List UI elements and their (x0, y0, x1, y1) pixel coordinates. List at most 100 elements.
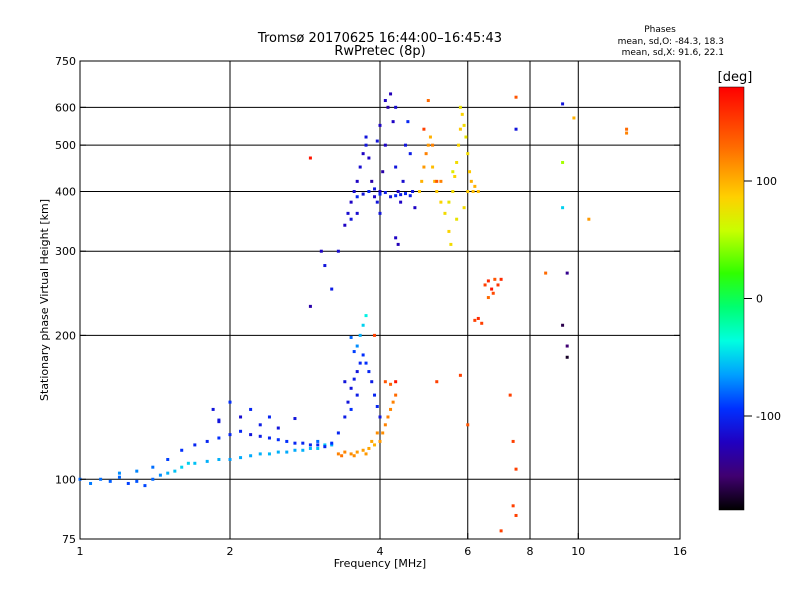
data-point (89, 481, 93, 485)
data-point (514, 513, 518, 517)
data-point (117, 475, 121, 479)
data-point (293, 441, 297, 445)
data-point (364, 452, 368, 456)
data-point (166, 471, 170, 475)
data-point (378, 439, 382, 443)
colorbar-tick-label: 100 (756, 175, 777, 188)
y-tick-label: 300 (55, 245, 76, 258)
data-point (439, 200, 443, 204)
data-point (383, 99, 387, 103)
data-point (336, 452, 340, 456)
data-point (394, 105, 398, 109)
data-point (361, 323, 365, 327)
data-point (587, 217, 591, 221)
data-point (378, 189, 382, 193)
chart-subtitle: RwPretec (8p) (334, 44, 425, 59)
data-point (473, 318, 477, 322)
data-point (249, 433, 253, 437)
data-point (364, 314, 368, 318)
data-point (375, 431, 379, 435)
data-point (239, 456, 243, 460)
data-point (378, 192, 382, 196)
data-point (401, 179, 405, 183)
data-point (375, 404, 379, 408)
data-point (394, 165, 398, 169)
data-point (151, 465, 155, 469)
data-point (316, 446, 320, 450)
data-point (180, 448, 184, 452)
data-point (493, 277, 497, 281)
data-point (373, 393, 377, 397)
data-point (358, 361, 362, 365)
data-point (258, 423, 262, 427)
data-point (239, 429, 243, 433)
colorbar-gradient (718, 86, 745, 511)
data-point (358, 165, 362, 169)
data-point (364, 361, 368, 365)
data-point (166, 457, 170, 461)
data-point (428, 135, 432, 139)
data-point (458, 105, 462, 109)
data-point (561, 323, 565, 327)
y-tick-label: 200 (55, 329, 76, 342)
data-point (308, 304, 312, 308)
data-point (375, 139, 379, 143)
data-point (460, 112, 464, 116)
data-point (625, 131, 629, 135)
data-point (413, 206, 417, 210)
data-point (514, 127, 518, 131)
data-point (323, 264, 327, 268)
data-point (358, 333, 362, 337)
data-point (349, 217, 353, 221)
x-tick-label: 8 (527, 545, 534, 558)
data-point (276, 426, 280, 430)
data-point (355, 450, 359, 454)
data-point (420, 179, 424, 183)
x-tick-label: 6 (464, 545, 471, 558)
data-point (466, 152, 470, 156)
data-point (340, 454, 344, 458)
data-point (361, 192, 365, 196)
data-point (394, 380, 398, 384)
data-point (373, 333, 377, 337)
phases-x-mode: mean, sd,X: 91.6, 22.1 (622, 48, 724, 58)
data-point (375, 200, 379, 204)
data-point (378, 211, 382, 215)
data-point (389, 407, 393, 411)
data-point (135, 469, 139, 473)
data-point (417, 189, 421, 193)
data-point (476, 316, 480, 320)
data-point (561, 206, 565, 210)
data-point (143, 484, 147, 488)
colorbar: [deg] 100 0 -100 (718, 70, 781, 511)
data-point (346, 400, 350, 404)
data-point (486, 279, 490, 283)
data-point (343, 223, 347, 227)
data-point (391, 400, 395, 404)
data-point (389, 92, 393, 96)
data-point (276, 438, 280, 442)
data-point (435, 179, 439, 183)
data-point (364, 143, 368, 147)
data-point (308, 446, 312, 450)
data-point (561, 102, 565, 106)
x-axis-label: Frequency [MHz] (334, 557, 426, 570)
data-point (431, 165, 435, 169)
colorbar-label: [deg] (718, 70, 753, 85)
data-point (361, 448, 365, 452)
data-point (355, 370, 359, 374)
data-point (399, 193, 403, 197)
data-point (367, 370, 371, 374)
data-point (108, 479, 112, 483)
data-points (78, 92, 629, 533)
data-point (239, 415, 243, 419)
data-point (399, 200, 403, 204)
data-point (228, 433, 232, 437)
data-point (180, 465, 184, 469)
data-point (370, 380, 374, 384)
data-point (117, 471, 121, 475)
data-point (458, 373, 462, 377)
x-tick-label: 2 (227, 545, 234, 558)
data-point (228, 457, 232, 461)
